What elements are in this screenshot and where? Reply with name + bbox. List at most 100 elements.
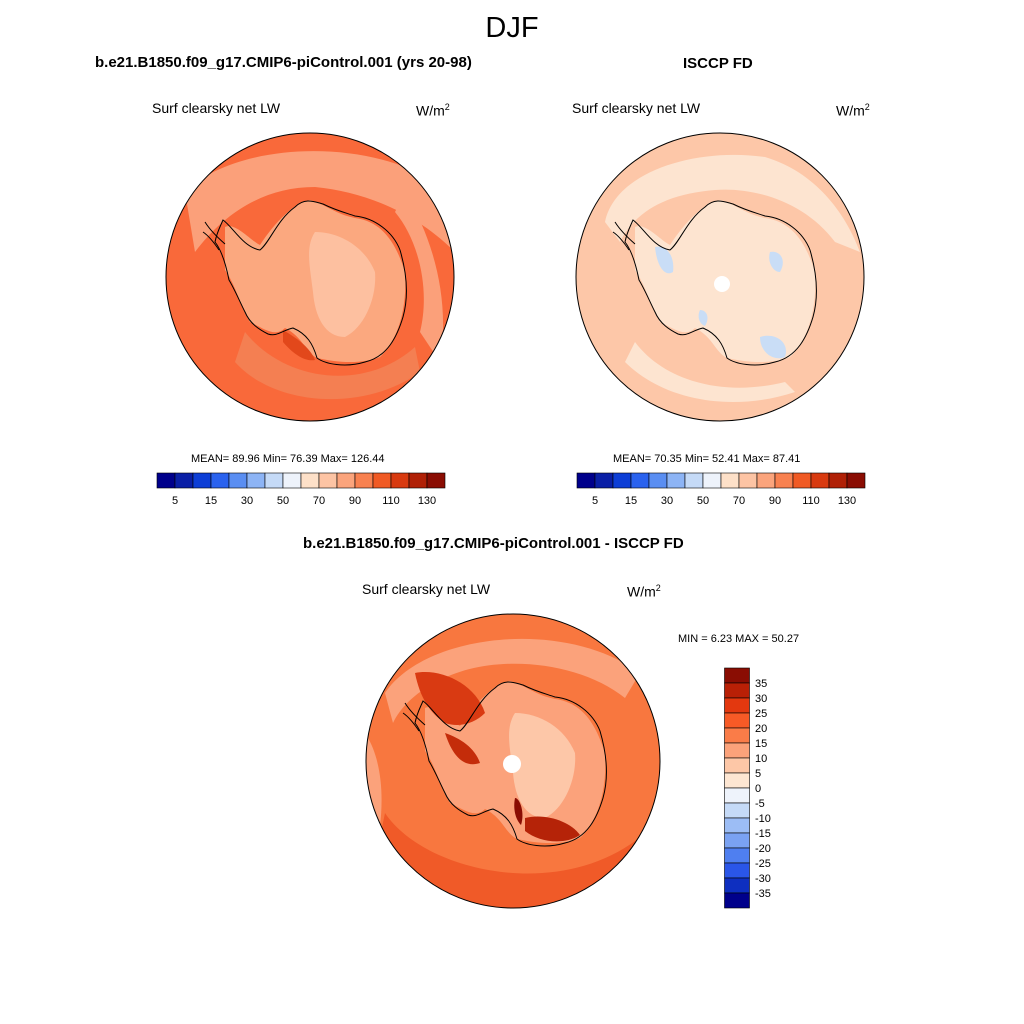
colorbar-model-swatch bbox=[264, 472, 284, 489]
colorbar-model-swatch bbox=[246, 472, 266, 489]
colorbar-diff-tick-label: 20 bbox=[755, 723, 767, 735]
map-diff-pole-hole bbox=[503, 755, 521, 773]
map-diff-continent-core bbox=[509, 713, 576, 818]
colorbar-diff-tick-label: 0 bbox=[755, 783, 761, 795]
colorbar-obs-swatch bbox=[756, 472, 776, 489]
map-diff-hot-ross bbox=[525, 816, 580, 842]
map-diff-hot-west bbox=[415, 672, 485, 725]
colorbar-model-swatch bbox=[300, 472, 320, 489]
colorbar-diff-swatch bbox=[724, 802, 750, 819]
map-diff-border bbox=[365, 613, 661, 909]
colorbar-diff: 35 30 25 20 15 10 5 0 -5 -10 -15 -20 -25 -30 -35 bbox=[724, 667, 771, 909]
map-diff-hot-peninsula bbox=[445, 733, 480, 765]
colorbar-diff-swatch bbox=[724, 712, 750, 729]
colorbar-diff-tick-label: 5 bbox=[755, 768, 761, 780]
panel2-title: ISCCP FD bbox=[683, 55, 753, 72]
colorbar-obs-swatch bbox=[828, 472, 848, 489]
panel3-title: b.e21.B1850.f09_g17.CMIP6-piControl.001 … bbox=[303, 535, 684, 552]
colorbar-diff-swatch bbox=[724, 727, 750, 744]
colorbar-obs-swatch bbox=[612, 472, 632, 489]
colorbar-obs-swatch bbox=[594, 472, 614, 489]
colorbar-diff-swatch bbox=[724, 742, 750, 759]
colorbar-model-tick-label: 110 bbox=[382, 495, 400, 507]
colorbar-diff-tick-label: 35 bbox=[755, 678, 767, 690]
colorbar-diff-tick-label: -35 bbox=[755, 888, 771, 900]
colorbar-diff-swatch bbox=[724, 817, 750, 834]
colorbar-diff-swatch bbox=[724, 697, 750, 714]
colorbar-obs-swatch bbox=[810, 472, 830, 489]
map-obs-blue-patch-3 bbox=[769, 251, 783, 272]
colorbar-obs-swatch bbox=[630, 472, 650, 489]
map-obs-coastline bbox=[624, 200, 817, 366]
colorbar-obs-tick-label: 90 bbox=[769, 495, 781, 507]
map-model-border bbox=[165, 132, 455, 422]
colorbar-model-swatch bbox=[210, 472, 230, 489]
panel3-units: W/m2 bbox=[627, 583, 661, 600]
colorbar-diff-tick-label: -10 bbox=[755, 813, 771, 825]
colorbar-obs-swatch bbox=[774, 472, 794, 489]
map-model-band-lower bbox=[235, 332, 420, 400]
colorbar-diff-swatch bbox=[724, 892, 750, 909]
colorbar-obs-tick-label: 5 bbox=[592, 495, 598, 507]
panel3-subtitle: Surf clearsky net LW bbox=[362, 581, 491, 597]
panel1-subtitle: Surf clearsky net LW bbox=[152, 100, 281, 116]
map-obs-peninsula bbox=[612, 221, 636, 251]
colorbar-diff-tick-label: -20 bbox=[755, 843, 771, 855]
panel2-stats: MEAN= 70.35 Min= 52.41 Max= 87.41 bbox=[613, 453, 801, 465]
colorbar-model-tick-label: 5 bbox=[172, 495, 178, 507]
map-model-continent-core bbox=[309, 232, 376, 337]
colorbar-obs-swatch bbox=[648, 472, 668, 489]
map-diff-coastline bbox=[414, 681, 607, 847]
panel3-stats: MIN = 6.23 MAX = 50.27 bbox=[678, 633, 800, 645]
colorbar-model-swatch bbox=[282, 472, 302, 489]
colorbar-model-swatch bbox=[390, 472, 410, 489]
colorbar-model-swatch bbox=[336, 472, 356, 489]
colorbar-model-tick-label: 50 bbox=[277, 495, 289, 507]
colorbar-obs-tick-label: 110 bbox=[802, 495, 820, 507]
colorbar-obs-swatch bbox=[720, 472, 740, 489]
colorbar-obs-tick-label: 30 bbox=[661, 495, 673, 507]
colorbar-diff-swatch bbox=[724, 877, 750, 894]
colorbar-obs-swatch bbox=[684, 472, 704, 489]
colorbar-obs-swatch bbox=[738, 472, 758, 489]
map-model-band-light bbox=[185, 151, 454, 252]
colorbar-model-tick-label: 90 bbox=[349, 495, 361, 507]
map-model bbox=[165, 132, 455, 422]
map-obs-band-lower bbox=[625, 342, 795, 402]
colorbar-diff-tick-label: 15 bbox=[755, 738, 767, 750]
colorbar-diff-swatch bbox=[724, 772, 750, 789]
colorbar-model-swatch bbox=[408, 472, 428, 489]
colorbar-model-tick-label: 130 bbox=[418, 495, 436, 507]
colorbar-obs-swatch bbox=[702, 472, 722, 489]
map-diff-band-bottom bbox=[366, 813, 660, 908]
map-obs bbox=[575, 132, 865, 422]
colorbar-diff-tick-label: 25 bbox=[755, 708, 767, 720]
colorbar-obs-tick-label: 70 bbox=[733, 495, 745, 507]
map-diff bbox=[365, 613, 661, 909]
figure-title: DJF bbox=[485, 12, 539, 44]
colorbar-model-swatch bbox=[192, 472, 212, 489]
colorbar-diff-swatch bbox=[724, 832, 750, 849]
colorbar-model-swatch bbox=[228, 472, 248, 489]
colorbar-diff-swatch bbox=[724, 682, 750, 699]
map-diff-band-light-top bbox=[385, 638, 640, 723]
colorbar-model-swatch bbox=[372, 472, 392, 489]
colorbar-model-swatch bbox=[426, 472, 446, 489]
colorbar-model-swatch bbox=[174, 472, 194, 489]
colorbar-diff-swatch bbox=[724, 862, 750, 879]
colorbar-model-tick-label: 30 bbox=[241, 495, 253, 507]
colorbar-diff-swatch bbox=[724, 757, 750, 774]
colorbar-model-swatch bbox=[156, 472, 176, 489]
colorbar-diff-swatch bbox=[724, 667, 750, 684]
map-obs-band-light bbox=[605, 154, 860, 252]
map-obs-blue-patch-4 bbox=[698, 310, 708, 326]
map-model-ross-hot bbox=[283, 330, 315, 361]
map-obs-blue-patch-2 bbox=[760, 335, 786, 359]
colorbar-diff-tick-label: 30 bbox=[755, 693, 767, 705]
colorbar-diff-tick-label: -25 bbox=[755, 858, 771, 870]
map-diff-peninsula bbox=[402, 702, 426, 732]
colorbar-model: 5 15 30 50 70 90 110 130 bbox=[156, 472, 446, 507]
colorbar-obs-tick-label: 130 bbox=[838, 495, 856, 507]
map-obs-border bbox=[575, 132, 865, 422]
colorbar-diff-swatch bbox=[724, 787, 750, 804]
